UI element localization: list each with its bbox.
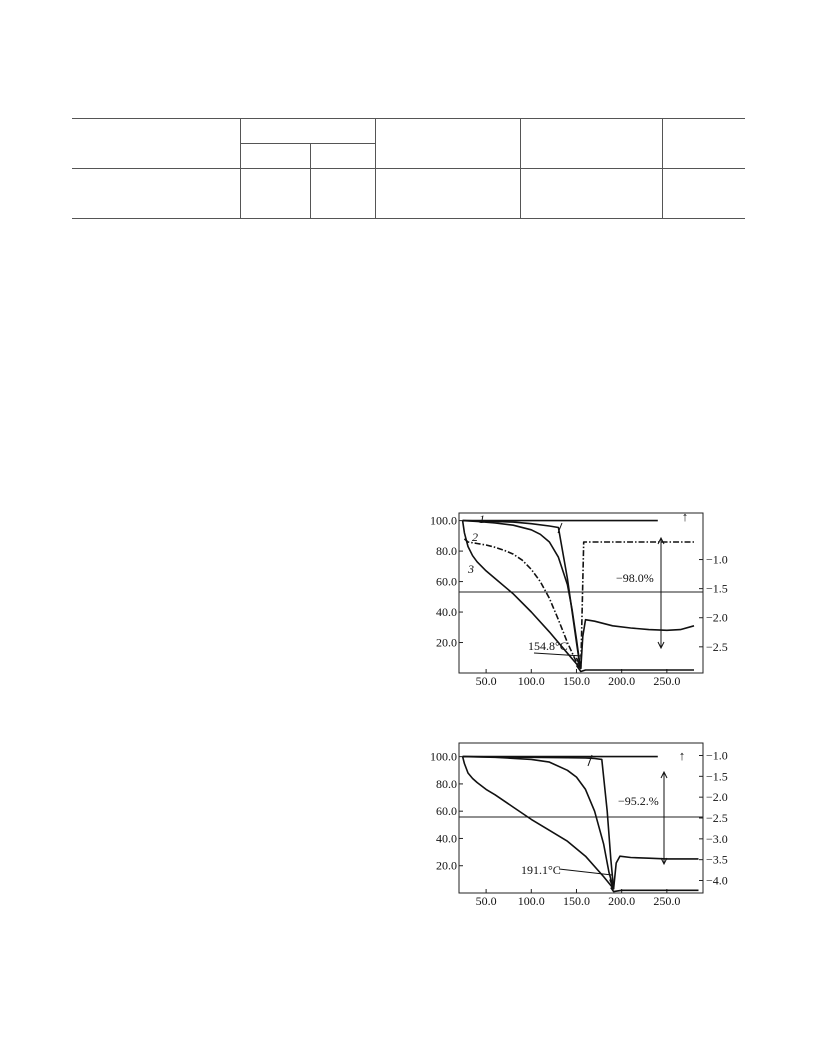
y-right-tick-label: −1.0 — [706, 553, 728, 567]
x-tick-label: 250.0 — [653, 674, 680, 688]
series-line — [575, 664, 694, 673]
y-right-tick-label: −1.0 — [706, 749, 728, 763]
y-right-tick-label: −2.5 — [706, 811, 728, 825]
series-line — [461, 756, 615, 890]
peak-temp-leader — [533, 652, 583, 657]
x-tick-label: 100.0 — [518, 674, 545, 688]
x-tick-label: 150.0 — [563, 674, 590, 688]
y-right-tick-label: −2.5 — [706, 640, 728, 654]
series-line — [610, 887, 699, 893]
curve-label: 3 — [467, 562, 474, 576]
x-tick-label: 250.0 — [653, 894, 680, 908]
plot-frame — [458, 742, 704, 894]
table-col-divider — [310, 143, 311, 218]
table-top-rule — [72, 118, 745, 119]
table-subheader-rule — [240, 143, 375, 144]
y-right-tick-label: −4.0 — [706, 874, 728, 888]
axis-direction-arrow: ↑ — [679, 748, 686, 763]
tg-chart-2-plot: 50.0 100.0 150.0 200.0 250.0 100.0 80.0 60.0 40.… — [430, 742, 728, 908]
y-left-tick-label: 20.0 — [436, 636, 457, 650]
onset-marker — [587, 754, 593, 767]
y-left-tick-label: 40.0 — [436, 831, 457, 845]
tg-chart-1-plot: 50.0 100.0 150.0 200.0 250.0 100.0 80.0 60.0 40.… — [430, 509, 728, 688]
y-left-tick-label: 40.0 — [436, 605, 457, 619]
y-left-tick-label: 100.0 — [430, 514, 457, 528]
tg-chart-2: 50.0 100.0 150.0 200.0 250.0 100.0 80.0 60.0 40.… — [424, 738, 744, 908]
y-right-tick-label: −3.5 — [706, 853, 728, 867]
peak-temp-label: 191.1°C — [521, 863, 561, 877]
y-right-tick-label: −1.5 — [706, 582, 728, 596]
x-tick-label: 50.0 — [476, 894, 497, 908]
y-left-tick-label: 20.0 — [436, 859, 457, 873]
y-right-tick-label: −3.0 — [706, 832, 728, 846]
plot-frame — [458, 512, 704, 674]
mass-loss-arrow-head — [660, 857, 668, 866]
y-left-tick-label: 100.0 — [430, 750, 457, 764]
y-left-tick-label: 60.0 — [436, 575, 457, 589]
tg-chart-1: 50.0 100.0 150.0 200.0 250.0 100.0 80.0 60.0 40.… — [424, 508, 744, 688]
mass-loss-label: −98.0% — [616, 571, 654, 585]
peak-temp-leader — [558, 868, 613, 876]
table-header-rule — [72, 168, 745, 169]
series-line-2 — [462, 519, 582, 669]
series-line — [575, 618, 695, 670]
x-tick-label: 150.0 — [563, 894, 590, 908]
mass-loss-arrow-head — [657, 641, 665, 650]
onset-marker — [557, 522, 563, 534]
y-right-tick-label: −2.0 — [706, 611, 728, 625]
x-tick-label: 50.0 — [476, 674, 497, 688]
table-bottom-rule — [72, 218, 745, 219]
table-col-divider — [240, 118, 241, 218]
y-right-tick-label: −1.5 — [706, 769, 728, 783]
series-line — [463, 538, 694, 670]
x-tick-label: 100.0 — [518, 894, 545, 908]
y-left-tick-label: 80.0 — [436, 544, 457, 558]
y-left-tick-label: 80.0 — [436, 777, 457, 791]
mass-loss-arrow-head — [660, 770, 668, 779]
peak-temp-label: 154.8°C — [528, 639, 568, 653]
series-line — [462, 755, 615, 890]
x-tick-label: 200.0 — [608, 674, 635, 688]
series-line — [609, 855, 699, 890]
y-right-tick-label: −2.0 — [706, 790, 728, 804]
curve-label: 1 — [479, 512, 485, 526]
y-left-tick-label: 60.0 — [436, 804, 457, 818]
mass-loss-label: −95.2.% — [618, 794, 659, 808]
table-col-divider — [662, 118, 663, 218]
axis-direction-arrow: ↑ — [682, 509, 689, 524]
x-tick-label: 200.0 — [608, 894, 635, 908]
table-col-divider — [375, 118, 376, 218]
table-col-divider — [520, 118, 521, 218]
curve-label: 2 — [472, 530, 478, 544]
series-line-3 — [461, 520, 582, 669]
mass-loss-arrow-head — [657, 536, 665, 545]
